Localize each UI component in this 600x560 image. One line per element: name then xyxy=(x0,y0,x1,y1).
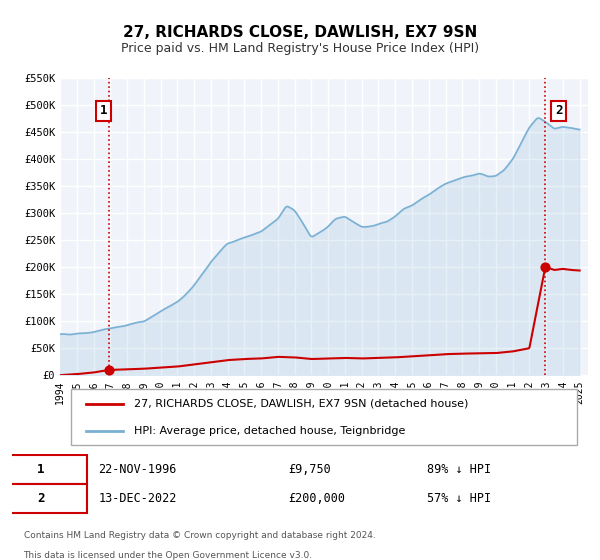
Text: 27, RICHARDS CLOSE, DAWLISH, EX7 9SN: 27, RICHARDS CLOSE, DAWLISH, EX7 9SN xyxy=(123,25,477,40)
FancyBboxPatch shape xyxy=(0,484,87,514)
Text: 2: 2 xyxy=(37,492,44,505)
FancyBboxPatch shape xyxy=(0,455,87,484)
Text: 1: 1 xyxy=(37,463,44,476)
Text: Price paid vs. HM Land Registry's House Price Index (HPI): Price paid vs. HM Land Registry's House … xyxy=(121,42,479,55)
Point xyxy=(104,366,113,375)
Text: £200,000: £200,000 xyxy=(289,492,346,505)
Text: £9,750: £9,750 xyxy=(289,463,331,476)
Text: This data is licensed under the Open Government Licence v3.0.: This data is licensed under the Open Gov… xyxy=(23,551,313,560)
Text: 22-NOV-1996: 22-NOV-1996 xyxy=(98,463,177,476)
FancyBboxPatch shape xyxy=(71,390,577,445)
Point xyxy=(541,263,550,272)
Text: 89% ↓ HPI: 89% ↓ HPI xyxy=(427,463,491,476)
Text: 27, RICHARDS CLOSE, DAWLISH, EX7 9SN (detached house): 27, RICHARDS CLOSE, DAWLISH, EX7 9SN (de… xyxy=(134,399,468,409)
Text: 57% ↓ HPI: 57% ↓ HPI xyxy=(427,492,491,505)
Text: 2: 2 xyxy=(555,104,562,117)
Text: HPI: Average price, detached house, Teignbridge: HPI: Average price, detached house, Teig… xyxy=(134,426,405,436)
Text: 1: 1 xyxy=(100,104,107,117)
Text: Contains HM Land Registry data © Crown copyright and database right 2024.: Contains HM Land Registry data © Crown c… xyxy=(23,531,375,540)
Text: 13-DEC-2022: 13-DEC-2022 xyxy=(98,492,177,505)
